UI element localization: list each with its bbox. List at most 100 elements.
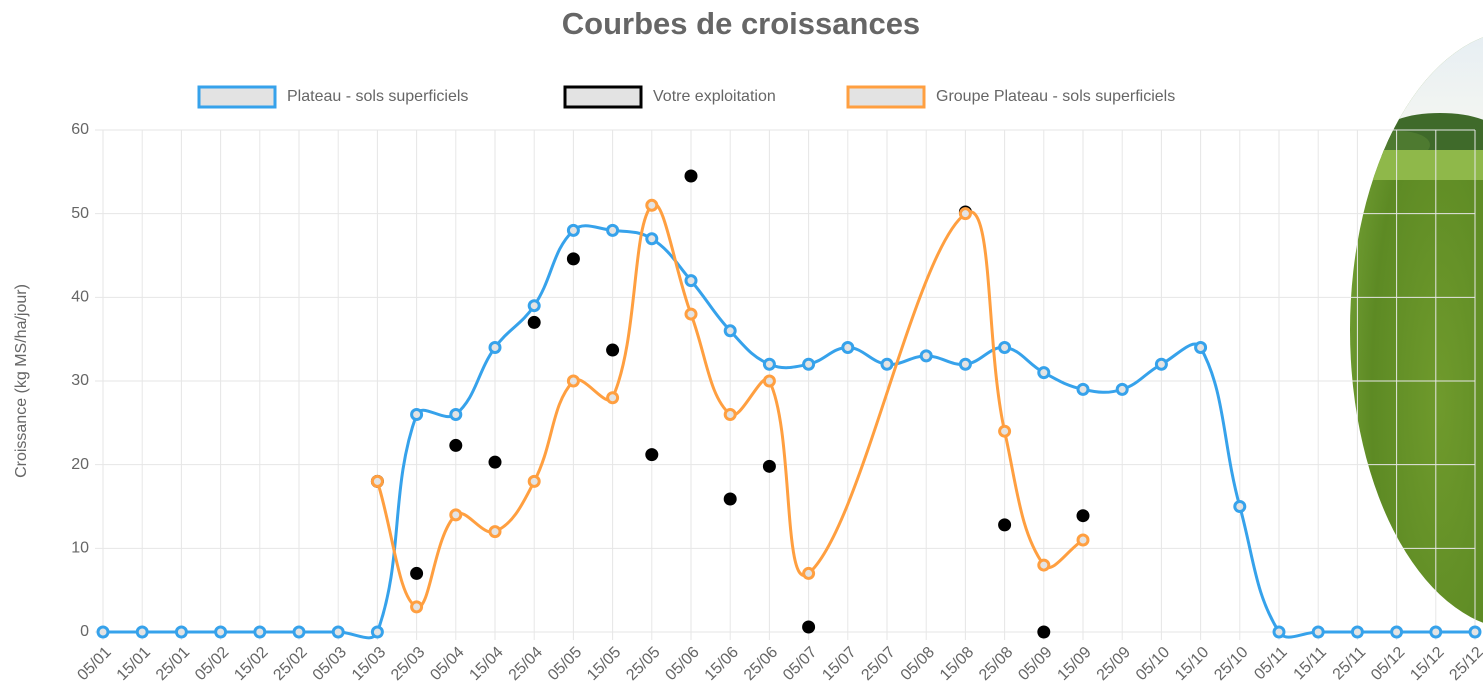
data-point <box>606 391 620 405</box>
data-point <box>723 407 737 421</box>
data-point <box>919 349 933 363</box>
y-tick-label: 30 <box>71 372 89 389</box>
x-tick-label: 15/07 <box>819 644 859 684</box>
x-tick-label: 05/03 <box>310 644 350 684</box>
x-tick-label: 25/07 <box>858 644 898 684</box>
data-point <box>1076 509 1090 523</box>
legend-swatch <box>563 85 643 109</box>
x-tick-label: 15/10 <box>1172 644 1212 684</box>
data-point <box>253 625 267 639</box>
photo <box>1350 30 1483 630</box>
data-point <box>1115 382 1129 396</box>
data-point <box>1076 533 1090 547</box>
x-tick-label: 25/04 <box>506 644 546 684</box>
data-point <box>802 357 816 371</box>
data-point <box>802 620 816 634</box>
x-tick-label: 15/02 <box>231 644 271 684</box>
x-tick-label: 15/01 <box>114 644 154 684</box>
x-tick-label: 25/11 <box>1330 644 1370 684</box>
data-point <box>566 252 580 266</box>
x-tick-label: 15/09 <box>1054 644 1094 684</box>
x-tick-label: 15/06 <box>702 644 742 684</box>
data-point <box>762 459 776 473</box>
data-point <box>488 455 502 469</box>
data-point <box>1468 625 1482 639</box>
data-point <box>370 474 384 488</box>
x-tick-label: 15/03 <box>349 644 389 684</box>
y-axis-label: Croissance (kg MS/ha/jour) <box>13 284 30 478</box>
data-point <box>1233 500 1247 513</box>
data-point <box>1154 357 1168 371</box>
data-point <box>1194 341 1208 355</box>
data-point <box>1311 625 1325 639</box>
data-point <box>998 518 1012 532</box>
data-point <box>841 341 855 355</box>
x-tick-label: 25/05 <box>623 644 663 684</box>
data-point <box>1429 625 1443 639</box>
data-point <box>1076 382 1090 396</box>
data-point <box>331 625 345 639</box>
series-line <box>375 202 1084 609</box>
y-tick-label: 40 <box>71 289 89 306</box>
x-tick-label: 25/03 <box>388 644 428 684</box>
x-tick-label: 25/08 <box>976 644 1016 684</box>
x-tick-label: 05/04 <box>427 644 467 684</box>
data-point <box>566 374 580 388</box>
x-tick-label: 25/02 <box>270 644 310 684</box>
x-tick-label: 15/12 <box>1407 644 1447 684</box>
x-tick-label: 05/02 <box>192 644 232 684</box>
data-point <box>802 566 816 580</box>
x-tick-label: 05/12 <box>1368 644 1408 684</box>
data-point <box>606 343 620 357</box>
data-point <box>488 525 502 539</box>
data-point <box>684 169 698 183</box>
data-point <box>998 341 1012 355</box>
x-tick-label: 05/08 <box>898 644 938 684</box>
data-point <box>723 492 737 506</box>
data-point <box>527 474 541 488</box>
chart-title: Courbes de croissances <box>562 6 920 41</box>
data-point <box>762 357 776 371</box>
data-point <box>135 625 149 639</box>
data-point <box>410 566 424 580</box>
x-tick-label: 05/11 <box>1251 644 1291 684</box>
legend-label: Plateau - sols superficiels <box>287 88 468 105</box>
x-tick-label: 05/06 <box>662 644 702 684</box>
y-tick-label: 50 <box>71 205 89 222</box>
x-tick-label: 05/10 <box>1133 644 1173 684</box>
data-point <box>1350 625 1364 639</box>
x-tick-label: 25/10 <box>1211 644 1251 684</box>
data-point <box>645 198 659 212</box>
data-point <box>998 424 1012 438</box>
y-tick-label: 60 <box>71 121 89 138</box>
y-tick-label: 20 <box>71 456 89 473</box>
data-point <box>1272 625 1286 639</box>
data-point <box>1390 625 1404 639</box>
data-point <box>1037 625 1051 639</box>
x-tick-label: 05/07 <box>780 644 820 684</box>
data-point <box>527 299 541 313</box>
legend-label: Votre exploitation <box>653 88 776 105</box>
data-point <box>1037 366 1051 380</box>
data-point <box>762 374 776 388</box>
data-point <box>449 407 463 421</box>
x-tick-label: 05/05 <box>545 644 585 684</box>
data-point <box>645 448 659 462</box>
y-tick-label: 10 <box>71 540 89 557</box>
data-point <box>527 315 541 329</box>
data-point <box>174 625 188 639</box>
data-point <box>488 341 502 355</box>
data-point <box>214 625 228 639</box>
data-point <box>645 232 659 246</box>
x-tick-label: 15/08 <box>937 644 977 684</box>
x-tick-label: 15/11 <box>1291 644 1331 684</box>
legend-swatch <box>197 85 277 109</box>
x-tick-label: 25/06 <box>741 644 781 684</box>
data-point <box>370 625 384 639</box>
data-point <box>449 508 463 522</box>
legend-swatch <box>846 85 926 109</box>
x-tick-label: 15/05 <box>584 644 624 684</box>
legend-label: Groupe Plateau - sols superficiels <box>936 88 1175 105</box>
data-point <box>723 324 737 338</box>
